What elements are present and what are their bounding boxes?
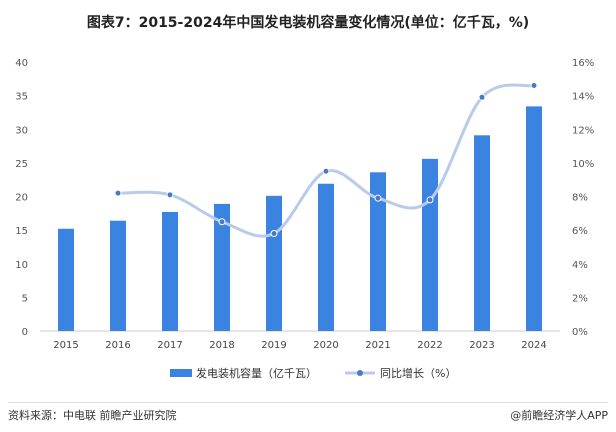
y-right-tick: 12% <box>572 125 594 136</box>
source-text: 资料来源：中电联 前瞻产业研究院 <box>8 409 177 422</box>
bar <box>422 158 438 331</box>
x-tick: 2024 <box>521 340 546 351</box>
y-right-tick: 16% <box>572 58 594 69</box>
bar <box>214 203 230 331</box>
y-right-tick: 10% <box>572 159 594 170</box>
y-left-tick: 40 <box>15 58 28 69</box>
y-right-tick: 14% <box>572 92 594 103</box>
growth-point <box>374 194 382 202</box>
legend-line-marker <box>357 370 363 376</box>
x-tick: 2023 <box>469 340 494 351</box>
growth-point <box>530 82 538 90</box>
growth-point <box>426 196 434 204</box>
bar <box>474 135 490 331</box>
legend-bar-swatch <box>170 369 192 377</box>
growth-point <box>478 93 486 101</box>
y-left-tick: 20 <box>15 193 28 204</box>
legend-line-label: 同比增长（%） <box>380 366 456 380</box>
brand-text: @前瞻经济学人APP <box>510 409 608 422</box>
chart: 0 5 10 15 20 25 30 35 40 0% 2% 4% 6% 8% 10% 12% 14% 16% 20… <box>15 58 594 380</box>
x-tick: 2022 <box>417 340 442 351</box>
x-tick: 2019 <box>261 340 286 351</box>
legend-bar-label: 发电装机容量（亿千瓦） <box>196 366 317 380</box>
y-right-tick: 4% <box>572 260 588 271</box>
x-tick: 2018 <box>209 340 234 351</box>
bar <box>162 211 178 331</box>
y-right-tick: 0% <box>572 327 588 338</box>
x-tick: 2021 <box>365 340 390 351</box>
chart-title: 图表7：2015-2024年中国发电装机容量变化情况(单位：亿千瓦，%) <box>86 15 530 31</box>
y-right-tick: 8% <box>572 193 588 204</box>
bar <box>110 220 126 331</box>
x-tick: 2020 <box>313 340 338 351</box>
bar <box>370 172 386 331</box>
x-tick: 2017 <box>157 340 182 351</box>
x-tick: 2016 <box>105 340 130 351</box>
bar <box>58 228 74 331</box>
x-tick: 2015 <box>53 340 78 351</box>
y-left-tick: 35 <box>15 92 28 103</box>
y-left-tick: 0 <box>22 327 28 338</box>
y-left-tick: 10 <box>15 260 28 271</box>
growth-point <box>322 167 330 175</box>
y-left-tick: 25 <box>15 159 28 170</box>
y-left-tick: 5 <box>22 293 28 304</box>
growth-point <box>270 229 278 237</box>
bar <box>318 183 334 331</box>
y-left-tick: 15 <box>15 226 28 237</box>
y-left-tick: 30 <box>15 125 28 136</box>
footer: 资料来源：中电联 前瞻产业研究院 @前瞻经济学人APP <box>8 402 608 423</box>
bar <box>526 106 542 331</box>
growth-point <box>114 189 122 197</box>
bar <box>266 195 282 331</box>
growth-point <box>218 218 226 226</box>
growth-point <box>166 191 174 199</box>
y-right-tick: 2% <box>572 293 588 304</box>
y-right-tick: 6% <box>572 226 588 237</box>
